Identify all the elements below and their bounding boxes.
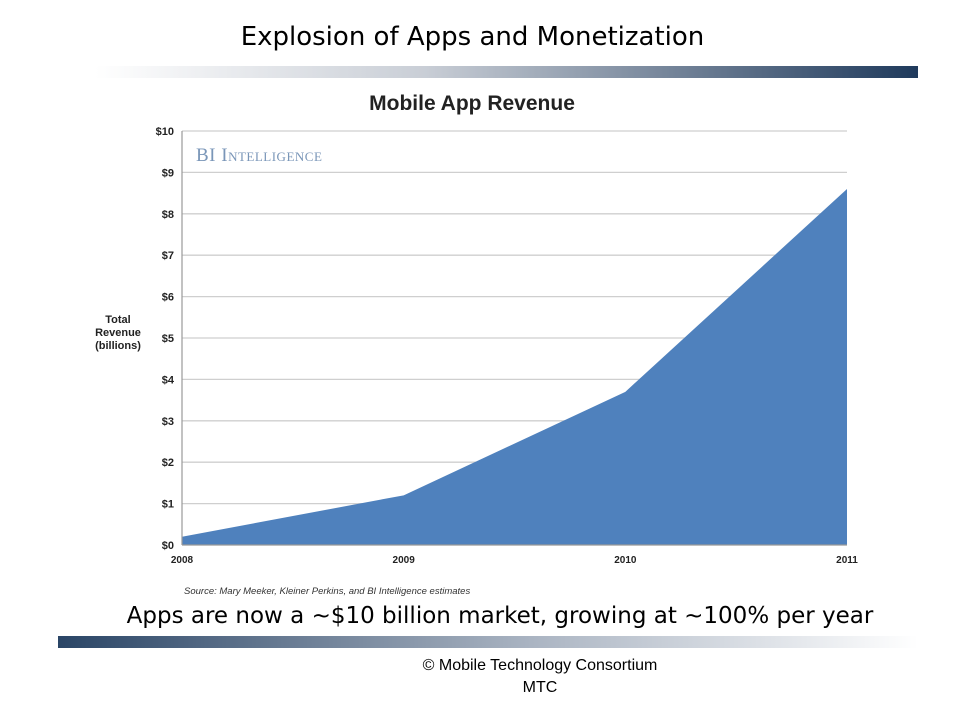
footer: © Mobile Technology Consortium MTC (360, 655, 720, 699)
y-tick-label: $3 (162, 416, 174, 428)
y-axis-label: Total Revenue (billions) (95, 314, 141, 352)
revenue-chart: Mobile App Revenue $0 $1 $2 $3 $4 $5 $6 $7 $8 $9 $… (90, 80, 870, 600)
y-tick-label: $0 (162, 540, 174, 552)
x-tick-label: 2011 (836, 555, 858, 566)
x-tick-label: 2009 (393, 555, 416, 566)
y-tick-label: $2 (162, 457, 174, 469)
slide-caption: Apps are now a ~$10 billion market, grow… (126, 603, 874, 629)
footer-org: MTC (522, 679, 558, 696)
y-tick-label: $4 (162, 374, 175, 386)
chart-source: Source: Mary Meeker, Kleiner Perkins, an… (184, 586, 470, 597)
y-tick-label: $5 (162, 333, 174, 345)
top-divider (95, 66, 918, 78)
y-tick-label: $9 (162, 167, 174, 179)
y-tick-label: $8 (162, 209, 174, 221)
bottom-divider (58, 636, 918, 648)
x-tick-labels: 2008 2009 2010 2011 (171, 555, 858, 566)
chart-title: Mobile App Revenue (369, 92, 575, 115)
x-tick-label: 2008 (171, 555, 194, 566)
x-tick-label: 2010 (614, 555, 637, 566)
revenue-area (182, 188, 847, 545)
chart-svg: Mobile App Revenue $0$1$2$3$4$5$6$7$8$9$… (95, 92, 858, 597)
y-tick-label: $10 (156, 126, 174, 138)
grid-lines (182, 130, 847, 505)
y-tick-labels: $0 $1 $2 $3 $4 $5 $6 $7 $8 $9 $10 (156, 126, 175, 552)
footer-copyright: © Mobile Technology Consortium (422, 657, 658, 674)
y-tick-label: $7 (162, 250, 174, 262)
slide-title: Explosion of Apps and Monetization (240, 22, 705, 52)
y-tick-label: $6 (162, 292, 174, 304)
bi-intelligence-watermark: BI Intelligence (196, 145, 322, 166)
y-tick-label: $1 (162, 499, 174, 511)
